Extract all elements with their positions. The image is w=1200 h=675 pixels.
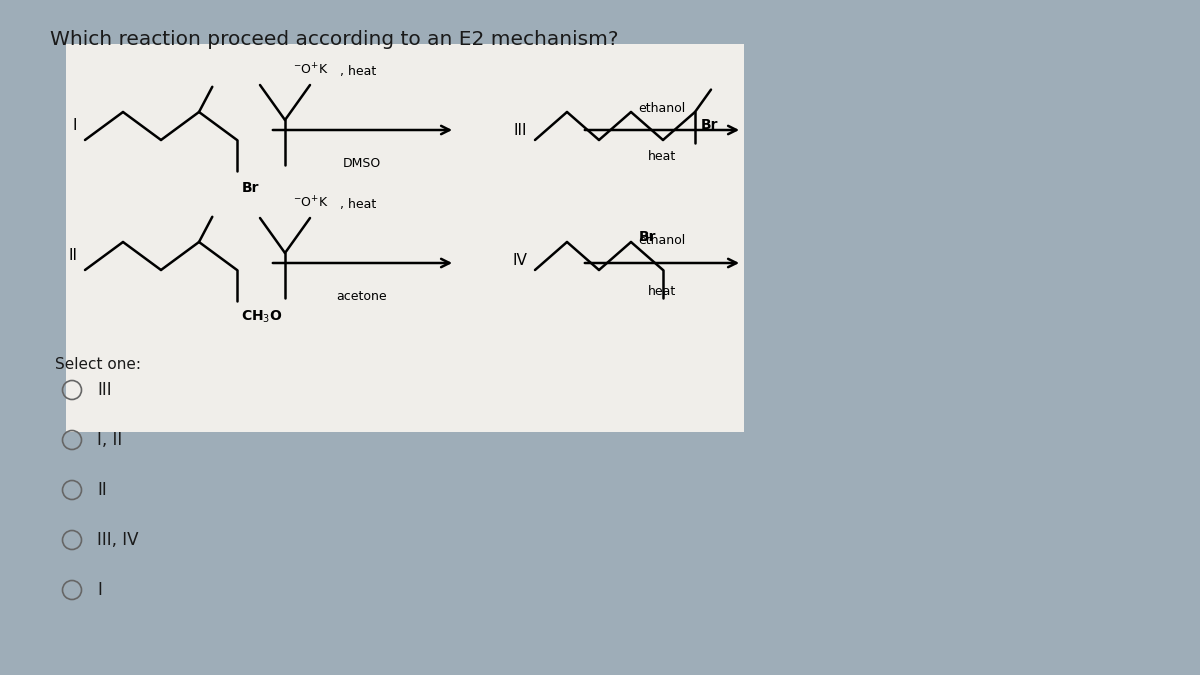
Text: I: I (72, 118, 77, 133)
Text: Which reaction proceed according to an E2 mechanism?: Which reaction proceed according to an E… (50, 30, 618, 49)
Text: I: I (97, 581, 102, 599)
Text: acetone: acetone (337, 290, 388, 303)
Text: , heat: , heat (340, 198, 377, 211)
Text: Select one:: Select one: (55, 357, 142, 372)
Text: ethanol: ethanol (638, 234, 685, 247)
Text: heat: heat (648, 150, 676, 163)
Text: III, IV: III, IV (97, 531, 138, 549)
Text: $^{-}$O$^{+}$K: $^{-}$O$^{+}$K (293, 63, 329, 78)
Text: CH$_3$O: CH$_3$O (241, 308, 283, 325)
Text: DMSO: DMSO (343, 157, 382, 170)
Text: I, II: I, II (97, 431, 122, 449)
Text: , heat: , heat (340, 65, 377, 78)
Text: ethanol: ethanol (638, 102, 685, 115)
Text: heat: heat (648, 285, 676, 298)
Text: II: II (68, 248, 77, 263)
Text: II: II (97, 481, 107, 499)
Text: III: III (97, 381, 112, 399)
Text: Br: Br (242, 181, 259, 195)
Text: IV: IV (512, 253, 527, 268)
Text: Br: Br (640, 230, 656, 244)
Text: $^{-}$O$^{+}$K: $^{-}$O$^{+}$K (293, 196, 329, 211)
FancyBboxPatch shape (66, 44, 744, 432)
Text: Br: Br (701, 117, 719, 132)
Text: III: III (514, 123, 527, 138)
